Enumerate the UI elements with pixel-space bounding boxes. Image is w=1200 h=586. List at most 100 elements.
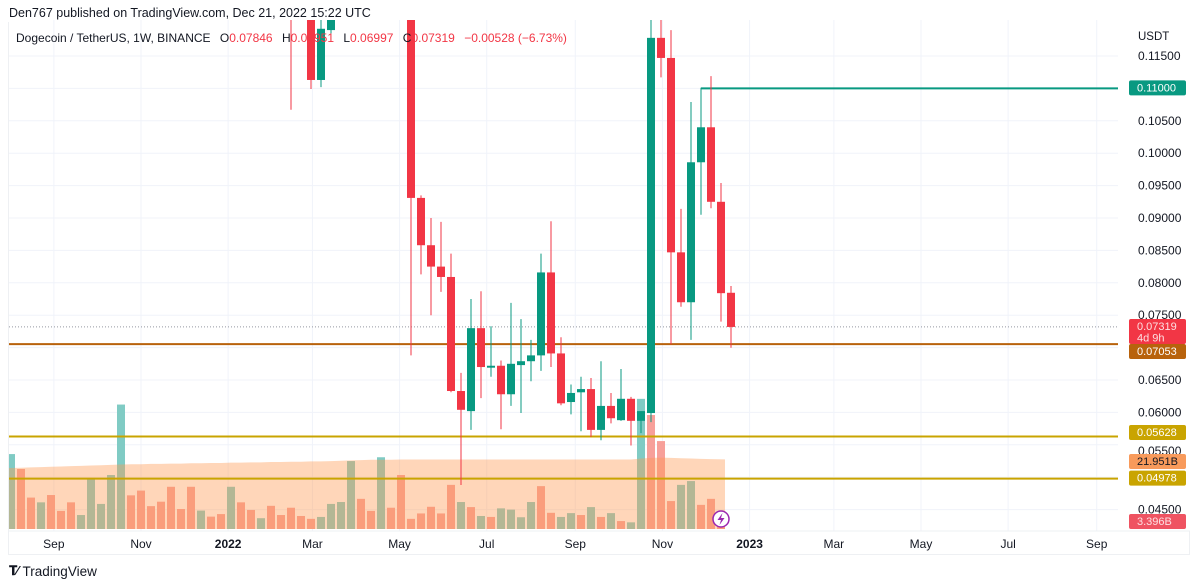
candle <box>537 253 545 371</box>
volume-bar <box>567 513 575 529</box>
candle-body <box>517 361 525 366</box>
candle <box>697 87 705 215</box>
candle-body <box>657 37 665 58</box>
volume-bar <box>627 522 635 529</box>
level-badge[interactable]: 0.05628 <box>1129 425 1186 440</box>
candle <box>457 372 465 485</box>
time-axis-tick: 2022 <box>215 537 242 551</box>
time-axis-tick: Jul <box>1000 537 1015 551</box>
candle-body <box>707 127 715 202</box>
volume-ma-area <box>9 457 725 529</box>
level-badge-bg <box>1129 80 1186 96</box>
candle-body <box>687 162 695 303</box>
open-value: 0.07846 <box>229 31 273 45</box>
volume-bar <box>267 505 275 529</box>
candle <box>327 20 335 34</box>
last-price-badge-text: 0.07319 <box>1137 321 1177 333</box>
price-axis-currency: USDT <box>1138 31 1169 43</box>
lightning-icon[interactable] <box>712 510 730 528</box>
price-axis-tick: 0.06500 <box>1138 373 1182 387</box>
candle <box>597 361 605 441</box>
horizontal-levels[interactable] <box>9 87 1118 480</box>
time-axis-tick: May <box>910 537 933 551</box>
volume-bar <box>97 503 105 529</box>
volume-bar <box>87 478 95 529</box>
price-axis-tick: 0.10500 <box>1138 114 1182 128</box>
candle <box>517 319 525 414</box>
volume-bar <box>17 469 25 529</box>
footer-brand[interactable]: TradingView <box>22 563 97 579</box>
candle <box>657 20 665 78</box>
candle-body <box>407 20 415 198</box>
volume-bar <box>417 513 425 529</box>
time-axis[interactable]: Sep Nov 2022 Mar May Jul Sep Nov 2023 Mar May Jul Se… <box>9 530 1190 551</box>
candle-body <box>287 0 295 4</box>
volume-bar <box>467 507 475 529</box>
volume-last-badge[interactable]: 3.396B <box>1129 514 1186 529</box>
candle <box>467 299 475 430</box>
price-axis-tick: 0.09500 <box>1138 179 1182 193</box>
volume-bar <box>327 503 335 529</box>
level-badge-bg <box>1129 425 1186 440</box>
candle <box>427 218 435 316</box>
volume-bar <box>397 475 405 529</box>
candle-body <box>627 398 635 421</box>
high-label: H <box>281 31 291 45</box>
candle <box>587 378 595 438</box>
volume-bar <box>277 515 285 529</box>
volume-bar <box>587 507 595 529</box>
time-axis-tick: Nov <box>652 537 673 551</box>
volume-bar <box>37 502 45 529</box>
volume-last-badge-bg <box>1129 514 1186 529</box>
volume-bar <box>547 512 555 529</box>
volume-bar <box>677 484 685 529</box>
candle <box>527 339 535 382</box>
tradingview-logo-icon[interactable]: 𝐓∕ <box>9 563 18 578</box>
volume-bar <box>377 457 385 529</box>
volume-bar <box>127 495 135 529</box>
publisher-line: Den767 published on TradingView.com, Dec… <box>9 6 371 20</box>
symbol-legend: Dogecoin / TetherUS, 1W, BINANCE O0.0784… <box>16 31 567 45</box>
candle <box>727 285 735 348</box>
candle-body <box>697 127 705 163</box>
volume-bar <box>367 510 375 529</box>
volume-bar <box>257 518 265 529</box>
level-badge[interactable]: 0.11000 <box>1129 80 1186 96</box>
volume-bar <box>497 508 505 529</box>
volume-bar <box>217 514 225 529</box>
volume-bar <box>527 502 535 529</box>
volume-bar <box>557 516 565 529</box>
volume-bar <box>157 501 165 529</box>
candle-body <box>537 272 545 356</box>
volume-bar <box>197 510 205 529</box>
volume-pane <box>9 398 725 529</box>
change-value: −0.00528 (−6.73%) <box>464 31 567 45</box>
candle-body <box>667 57 675 253</box>
volume-ma-badge[interactable]: 21.951B <box>1129 454 1186 469</box>
candle <box>607 392 615 424</box>
high-value: 0.07951 <box>290 31 335 45</box>
volume-bar <box>177 509 185 529</box>
candle <box>447 253 455 393</box>
low-value: 0.06997 <box>350 31 394 45</box>
candle <box>417 195 425 275</box>
candle-body <box>447 276 455 392</box>
time-axis-tick: Mar <box>824 537 845 551</box>
candle-body <box>587 389 595 430</box>
volume-bar <box>237 502 245 529</box>
volume-bar <box>597 516 605 529</box>
candle-body <box>507 363 515 395</box>
price-axis-tick: 0.04500 <box>1138 503 1182 517</box>
candle <box>487 326 495 377</box>
level-badge[interactable]: 0.07053 <box>1129 344 1186 359</box>
volume-bar <box>477 515 485 529</box>
last-price-badge-text: 4d 9h <box>1137 333 1165 345</box>
candle <box>477 291 485 399</box>
price-axis[interactable]: USDT 0.11500 0.10500 0.10000 0.09500 0.09000 0… <box>1118 20 1190 531</box>
footer: 𝐓∕ TradingView <box>9 563 97 579</box>
candle <box>307 20 315 90</box>
candle <box>317 20 325 88</box>
level-badge[interactable]: 0.04978 <box>1129 470 1186 486</box>
